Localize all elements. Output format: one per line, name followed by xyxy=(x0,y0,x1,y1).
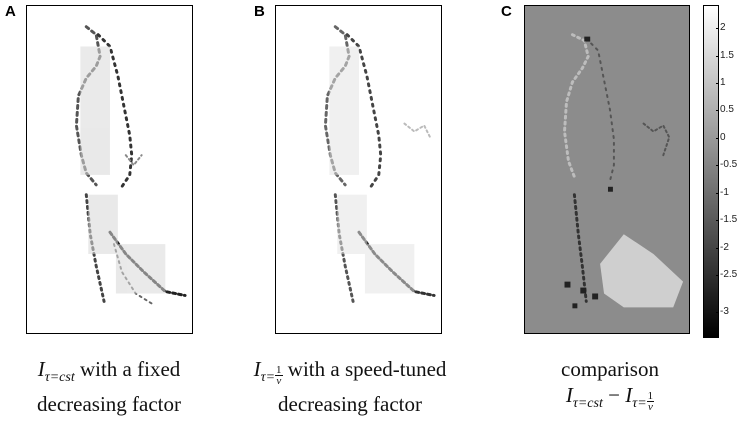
colorbar-tick-0: 0 xyxy=(716,132,726,143)
colorbar-tick-1: 1 xyxy=(716,77,726,88)
caption-a-rest: with a fixed xyxy=(74,357,181,381)
panel-b-silhouette xyxy=(323,25,436,303)
colorbar-tick-minus-1: -1 xyxy=(716,187,729,198)
colorbar-tick-minus-2.5: -2.5 xyxy=(715,269,738,280)
caption-c-line1: comparison xyxy=(561,357,659,381)
caption-a-subscript: τ=cst xyxy=(44,370,75,385)
caption-c-frac-den: v xyxy=(647,401,653,413)
panel-c-caption: comparison Iτ=cst − Iτ= 1 v xyxy=(520,356,700,417)
panel-c-image xyxy=(524,5,690,334)
colorbar-tick-2: 2 xyxy=(716,22,726,33)
panel-b-caption: Iτ= 1 v with a speed-tuned decreasing fact… xyxy=(225,356,475,417)
caption-c-minus: − xyxy=(602,383,626,407)
caption-c-symbol-b: I xyxy=(625,383,633,407)
panel-a-image xyxy=(26,5,193,334)
caption-c-frac-num: 1 xyxy=(646,390,655,402)
caption-b-frac-num: 1 xyxy=(275,364,283,376)
panel-b-label: B xyxy=(254,3,265,20)
caption-a-symbol: I xyxy=(37,357,45,381)
caption-b-frac-den: v xyxy=(276,375,282,387)
caption-b-line2: decreasing factor xyxy=(278,392,422,416)
panel-c-label: C xyxy=(501,3,512,20)
panel-a-caption: Iτ=cst with a fixed decreasing factor xyxy=(0,356,218,417)
caption-b-rest: with a speed-tuned xyxy=(282,357,447,381)
colorbar-tick-minus-2: -2 xyxy=(716,242,729,253)
caption-b-subscript: τ= xyxy=(260,370,276,385)
caption-a-line2: decreasing factor xyxy=(37,392,181,416)
colorbar-tick-minus-0.5: -0.5 xyxy=(715,159,738,170)
colorbar xyxy=(703,5,719,338)
panel-b-image xyxy=(275,5,442,334)
caption-c-symbol-a: I xyxy=(565,383,573,407)
colorbar-tick-1.5: 1.5 xyxy=(716,50,734,61)
colorbar-tick-minus-3: -3 xyxy=(716,306,729,317)
caption-c-subscript-b: τ= xyxy=(632,396,647,411)
panel-a-label: A xyxy=(5,3,16,20)
caption-b-symbol: I xyxy=(253,357,261,381)
panel-c-difference-map xyxy=(563,33,684,309)
caption-c-subscript-a: τ=cst xyxy=(572,396,603,411)
panel-a-silhouette xyxy=(74,25,187,305)
colorbar-tick-0.5: 0.5 xyxy=(716,104,734,115)
colorbar-tick-minus-1.5: -1.5 xyxy=(715,214,738,225)
